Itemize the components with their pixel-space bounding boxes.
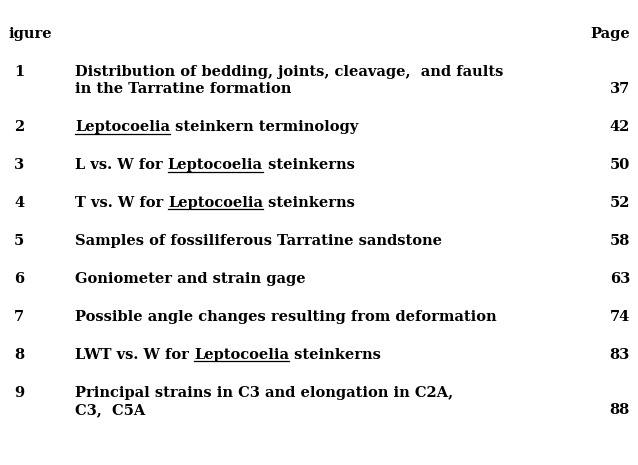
Text: Leptocoelia: Leptocoelia (194, 348, 289, 362)
Text: steinkerns: steinkerns (263, 196, 355, 210)
Text: 88: 88 (610, 403, 630, 417)
Text: 6: 6 (14, 272, 24, 286)
Text: Page: Page (590, 27, 630, 41)
Text: Possible angle changes resulting from deformation: Possible angle changes resulting from de… (75, 310, 496, 324)
Text: 3: 3 (14, 158, 24, 172)
Text: steinkerns: steinkerns (263, 158, 355, 172)
Text: 50: 50 (610, 158, 630, 172)
Text: steinkerns: steinkerns (289, 348, 381, 362)
Text: Leptocoelia: Leptocoelia (75, 120, 170, 134)
Text: T vs. W for: T vs. W for (75, 196, 168, 210)
Text: L vs. W for: L vs. W for (75, 158, 168, 172)
Text: 52: 52 (609, 196, 630, 210)
Text: Samples of fossiliferous Tarratine sandstone: Samples of fossiliferous Tarratine sands… (75, 234, 442, 248)
Text: LWT vs. W for: LWT vs. W for (75, 348, 194, 362)
Text: Goniometer and strain gage: Goniometer and strain gage (75, 272, 306, 286)
Text: igure: igure (8, 27, 52, 41)
Text: 7: 7 (14, 310, 24, 324)
Text: 74: 74 (610, 310, 630, 324)
Text: 83: 83 (610, 348, 630, 362)
Text: 63: 63 (610, 272, 630, 286)
Text: Distribution of bedding, joints, cleavage,  and faults: Distribution of bedding, joints, cleavag… (75, 65, 503, 79)
Text: 8: 8 (14, 348, 24, 362)
Text: Leptocoelia: Leptocoelia (168, 196, 263, 210)
Text: 9: 9 (14, 386, 24, 400)
Text: 37: 37 (610, 82, 630, 96)
Text: C3,  C5A: C3, C5A (75, 403, 145, 417)
Text: 1: 1 (14, 65, 24, 79)
Text: 2: 2 (14, 120, 24, 134)
Text: 5: 5 (14, 234, 24, 248)
Text: in the Tarratine formation: in the Tarratine formation (75, 82, 292, 96)
Text: 58: 58 (610, 234, 630, 248)
Text: Leptocoelia: Leptocoelia (168, 158, 263, 172)
Text: 42: 42 (610, 120, 630, 134)
Text: 4: 4 (14, 196, 24, 210)
Text: Principal strains in C3 and elongation in C2A,: Principal strains in C3 and elongation i… (75, 386, 453, 400)
Text: steinkern terminology: steinkern terminology (170, 120, 359, 134)
